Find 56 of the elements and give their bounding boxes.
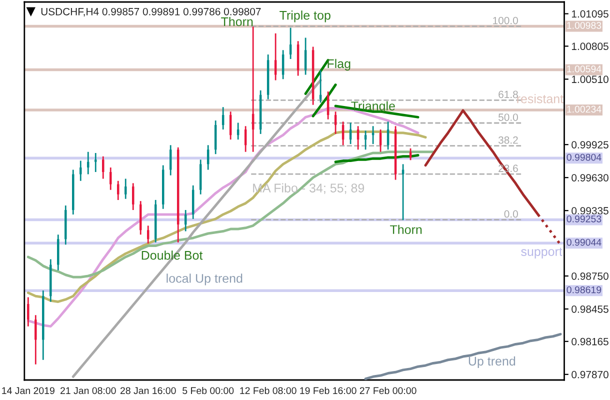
y-tick-label: 0.99630 xyxy=(572,174,608,182)
candlestick xyxy=(169,144,172,176)
y-tick-label: 1.01095 xyxy=(572,10,608,18)
chart-title: USDCHF,H4 0.99857 0.99891 0.99786 0.99807 xyxy=(41,8,261,17)
annotation: 38.2 xyxy=(498,136,518,144)
y-tick-label: 1.00510 xyxy=(572,76,608,84)
annotation: Double Bot xyxy=(142,250,203,260)
y-tick-label: 0.99335 xyxy=(572,207,608,214)
annotation: 0.0 xyxy=(504,210,518,218)
ref-line-label: 1.00983 xyxy=(567,22,602,29)
annotation: 100.0 xyxy=(493,16,518,24)
annotation: Flag xyxy=(328,58,350,71)
x-tick-label: 12 Feb 08:00 xyxy=(240,386,296,394)
candlestick xyxy=(146,224,150,244)
y-tick-label: 0.97870 xyxy=(572,370,608,378)
candlestick xyxy=(94,152,97,173)
x-tick-label: 28 Jan 16:00 xyxy=(120,387,176,394)
candlestick xyxy=(124,178,127,200)
candlestick xyxy=(110,166,112,191)
annotation: resistant xyxy=(517,94,564,104)
candlestick xyxy=(102,156,104,180)
ref-line-label: 0.99253 xyxy=(566,215,602,222)
candlestick xyxy=(27,296,30,328)
candlestick xyxy=(87,151,90,175)
line-series xyxy=(364,332,562,380)
annotation: support xyxy=(521,248,562,258)
candlestick xyxy=(34,314,37,366)
x-tick-label: 27 Feb 00:00 xyxy=(360,386,416,394)
annotation: Up trend xyxy=(468,356,516,368)
annotation: Triangle xyxy=(351,101,395,113)
annotation: Thorn xyxy=(390,224,422,234)
y-tick-label: 0.98750 xyxy=(572,272,608,280)
ref-line-label: 0.99804 xyxy=(566,154,602,161)
x-tick-label: 21 Jan 08:00 xyxy=(60,387,116,394)
candlestick xyxy=(364,130,367,150)
ref-line-label: 1.00234 xyxy=(567,106,602,113)
x-tick-label: 5 Feb 00:00 xyxy=(182,386,234,394)
candlestick xyxy=(319,70,322,104)
candlestick xyxy=(409,148,412,161)
x-tick-label: 14 Jan 2019 xyxy=(2,387,54,394)
annotation: local Up trend xyxy=(166,274,242,286)
ref-line-label: 0.99044 xyxy=(566,238,602,246)
ref-line-label: 0.98619 xyxy=(566,286,602,294)
line-series xyxy=(334,154,420,164)
annotation: 61.8 xyxy=(498,90,518,98)
candlestick xyxy=(80,160,82,182)
y-tick-label: 0.98165 xyxy=(572,338,608,346)
y-tick-label: 1.00805 xyxy=(572,42,608,50)
y-tick-label: 0.99925 xyxy=(572,141,608,148)
annotation: Thorn xyxy=(221,16,253,26)
y-tick-label: 0.98455 xyxy=(572,305,608,313)
line-series xyxy=(312,84,337,118)
annotation: Triple top xyxy=(280,10,330,22)
x-tick-label: 19 Feb 16:00 xyxy=(300,386,356,394)
ref-line-label: 1.00594 xyxy=(567,65,602,72)
annotation: 50.0 xyxy=(498,114,518,121)
